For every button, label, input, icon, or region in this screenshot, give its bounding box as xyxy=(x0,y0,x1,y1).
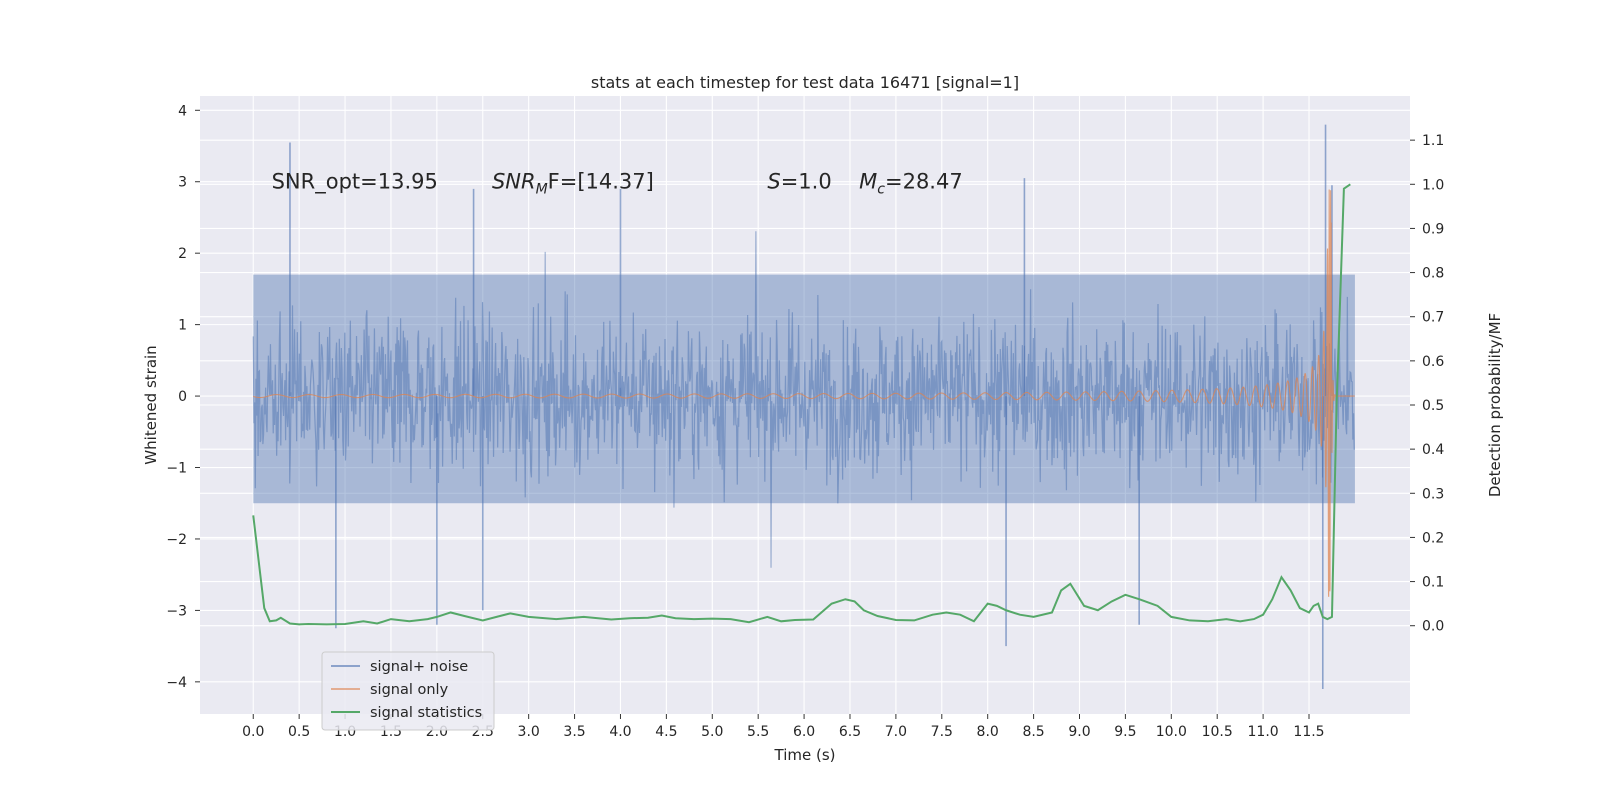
legend-label-2: signal statistics xyxy=(370,705,482,721)
x-tick-label-7: 3.5 xyxy=(563,724,585,740)
legend-label-1: signal only xyxy=(370,682,449,698)
y-tick-label-4: 0 xyxy=(178,389,187,405)
chart-title: stats at each timestep for test data 164… xyxy=(591,73,1019,92)
series-signal-statistics xyxy=(252,183,1351,626)
x-tick-label-12: 6.0 xyxy=(793,724,815,740)
annotation-0-part-0: SNR_opt=13.95 xyxy=(272,170,438,195)
y2-tick-label-9: 0.9 xyxy=(1422,221,1444,237)
series-signal-only xyxy=(253,189,1355,597)
y2-axis-label: Detection probability/MF xyxy=(1486,313,1504,497)
annotations: SNR_opt=13.95 SNRMF=[14.37] S=1.0 Mc=28.47 xyxy=(272,170,963,198)
y-axis-label: Whitened strain xyxy=(142,345,160,464)
annotation-2: S=1.0 xyxy=(767,170,831,194)
annotation-0: SNR_opt=13.95 xyxy=(272,170,438,195)
y2-tick-label-4: 0.4 xyxy=(1422,442,1444,458)
chirp-trace xyxy=(253,189,1355,597)
x-tick-label-22: 11.0 xyxy=(1248,724,1279,740)
x-tick-label-15: 7.5 xyxy=(931,724,953,740)
y2-tick-label-8: 0.8 xyxy=(1422,266,1444,282)
y-tick-label-5: 1 xyxy=(178,318,187,334)
y-axis-ticks: −4 −3 −2 −1 0 1 2 3 4 xyxy=(166,103,200,691)
annotation-1-part-1: M xyxy=(536,182,548,198)
x-tick-label-0: 0.0 xyxy=(242,724,264,740)
x-tick-label-20: 10.0 xyxy=(1156,724,1187,740)
x-tick-label-1: 0.5 xyxy=(288,724,310,740)
y2-tick-label-3: 0.3 xyxy=(1422,486,1444,502)
annotation-2-part-1: =1.0 xyxy=(781,170,832,194)
annotation-2-part-0: S xyxy=(767,170,780,194)
y2-tick-label-6: 0.6 xyxy=(1422,354,1444,370)
x-tick-label-14: 7.0 xyxy=(885,724,907,740)
y2-tick-label-7: 0.7 xyxy=(1422,310,1444,326)
x-tick-label-8: 4.0 xyxy=(609,724,631,740)
series-signal-plus-noise xyxy=(252,124,1355,689)
y-tick-label-1: −3 xyxy=(166,603,187,619)
x-tick-label-18: 9.0 xyxy=(1068,724,1090,740)
x-tick-label-17: 8.5 xyxy=(1022,724,1044,740)
legend-label-0: signal+ noise xyxy=(370,659,468,675)
y2-tick-label-2: 0.2 xyxy=(1422,530,1444,546)
x-axis-label: Time (s) xyxy=(774,746,836,764)
y2-tick-label-11: 1.1 xyxy=(1422,133,1444,149)
y2-tick-label-0: 0.0 xyxy=(1422,619,1444,635)
annotation-3-part-2: =28.47 xyxy=(885,170,963,194)
x-tick-label-6: 3.0 xyxy=(518,724,540,740)
x-tick-label-16: 8.0 xyxy=(977,724,999,740)
y2-axis-ticks: 0.0 0.1 0.2 0.3 0.4 0.5 0.6 0.7 0.8 0.9 1.0 1.1 xyxy=(1410,133,1444,635)
annotation-3-part-1: c xyxy=(877,182,885,198)
x-tick-label-19: 9.5 xyxy=(1114,724,1136,740)
y-tick-label-6: 2 xyxy=(178,246,187,262)
annotation-1: SNRMF=[14.37] xyxy=(492,170,654,198)
annotation-3: Mc=28.47 xyxy=(859,170,963,198)
x-tick-label-21: 10.5 xyxy=(1202,724,1233,740)
x-tick-label-9: 4.5 xyxy=(655,724,677,740)
stat-line xyxy=(252,183,1351,626)
annotation-3-part-0: M xyxy=(859,170,877,194)
y-tick-label-3: −1 xyxy=(166,461,187,477)
annotation-1-part-2: F=[14.37] xyxy=(548,170,654,194)
y-tick-label-0: −4 xyxy=(166,675,187,691)
y-tick-label-8: 4 xyxy=(178,103,187,119)
x-tick-label-10: 5.0 xyxy=(701,724,723,740)
y-tick-label-2: −2 xyxy=(166,532,187,548)
annotation-1-part-0: SNR xyxy=(492,170,536,194)
x-tick-label-13: 6.5 xyxy=(839,724,861,740)
y2-tick-label-5: 0.5 xyxy=(1422,398,1444,414)
x-tick-label-11: 5.5 xyxy=(747,724,769,740)
noise-envelope xyxy=(253,274,1355,504)
y-tick-label-7: 3 xyxy=(178,175,187,191)
y2-tick-label-1: 0.1 xyxy=(1422,575,1444,591)
x-tick-label-23: 11.5 xyxy=(1293,724,1324,740)
y2-tick-label-10: 1.0 xyxy=(1422,177,1444,193)
legend-box xyxy=(321,651,495,731)
legend: signal+ noise signal only signal statistic… xyxy=(321,651,495,731)
